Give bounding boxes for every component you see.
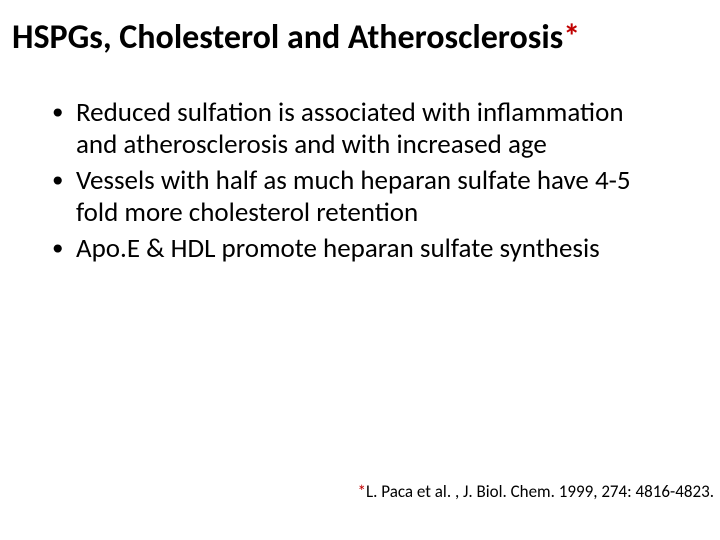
citation-text: L. Paca et al. , J. Biol. Chem. 1999, 27… (366, 481, 714, 502)
bullet-item: Vessels with half as much heparan sulfat… (52, 165, 666, 229)
bullet-item: Apo.E & HDL promote heparan sulfate synt… (52, 233, 666, 265)
title-text: HSPGs, Cholesterol and Atherosclerosis (12, 17, 563, 58)
bullet-item: Reduced sulfation is associated with inf… (52, 97, 666, 161)
title-asterisk: * (563, 17, 580, 58)
bullet-list: Reduced sulfation is associated with inf… (12, 97, 696, 264)
slide-title: HSPGs, Cholesterol and Atherosclerosis* (12, 18, 696, 57)
citation: *L. Paca et al. , J. Biol. Chem. 1999, 2… (358, 481, 714, 502)
slide: HSPGs, Cholesterol and Atherosclerosis* … (0, 0, 720, 540)
citation-asterisk: * (358, 481, 366, 502)
